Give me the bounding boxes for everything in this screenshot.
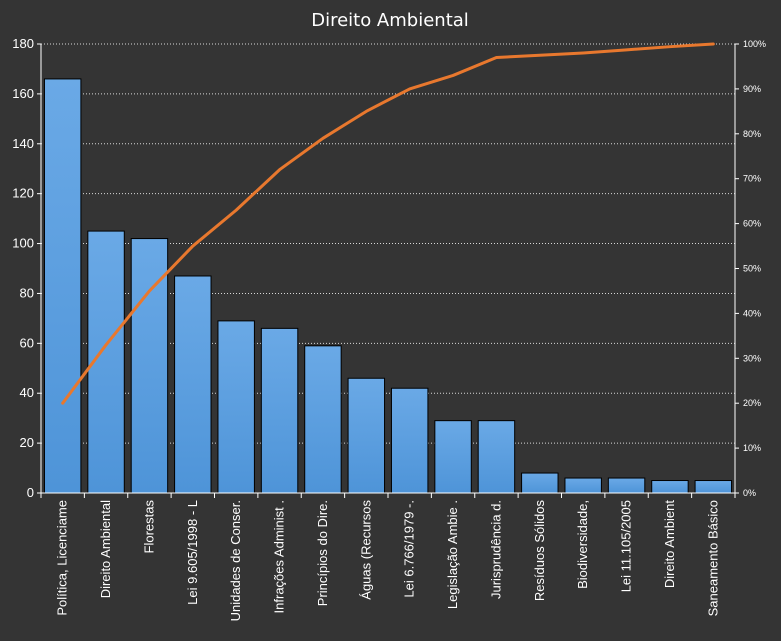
bar-4 (217, 320, 255, 494)
x-tick-label-2: Florestas (141, 500, 156, 554)
x-tick-label-10: Jurisprudência d. (488, 500, 503, 599)
x-tick-label-13: Lei 11.105/2005 (619, 500, 634, 592)
y-tick-label-4: 80 (20, 285, 34, 300)
bar-9 (434, 420, 472, 494)
x-tick-label-14: Direito Ambient (662, 500, 677, 589)
y2-tick-label-5: 50% (743, 264, 761, 274)
y-tick-label-1: 20 (20, 435, 34, 450)
line-point-4 (234, 208, 238, 212)
bar-0 (43, 78, 82, 494)
y-tick-label-8: 160 (12, 86, 34, 101)
chart-title: Direito Ambiental (311, 10, 469, 31)
bar-10 (477, 420, 516, 494)
y-tick-label-0: 0 (27, 485, 34, 500)
bar-6 (304, 345, 342, 494)
line-point-0 (61, 402, 64, 405)
x-tick-label-5: Infrações Administ . (272, 500, 287, 613)
x-tick-label-8: Lei 6.766/1979 -. (402, 500, 417, 598)
bar-12 (564, 477, 602, 494)
bar-14 (651, 480, 689, 494)
y-tick-label-7: 140 (12, 136, 34, 151)
y-tick-label-3: 60 (20, 335, 34, 350)
bar-2 (130, 238, 169, 494)
y-tick-label-9: 180 (12, 36, 34, 51)
line-point-11 (538, 54, 542, 57)
y-tick-label-5: 100 (12, 236, 34, 251)
axis-labels: 0 20 40 60 80 100 120 140 160 180 0% 10% 20% 30% 40% 50… (12, 36, 766, 621)
line-point-6 (321, 137, 325, 140)
cumulative-line-series (61, 42, 715, 405)
x-tick-label-0: Política, Licenciame (55, 500, 70, 616)
x-tick-label-1: Direito Ambiental (98, 500, 113, 598)
x-tick-label-7: Águas (Recursos (358, 500, 373, 600)
y2-tick-label-3: 30% (743, 353, 761, 363)
y-tick-label-2: 40 (20, 385, 34, 400)
y2-tick-label-2: 20% (743, 398, 761, 408)
line-point-14 (668, 45, 672, 48)
cumulative-line (61, 42, 715, 405)
line-point-10 (495, 56, 498, 59)
bar-3 (174, 275, 212, 494)
line-point-2 (148, 289, 151, 293)
x-tick-label-15: Saneamento Básico (705, 500, 720, 616)
bar-13 (607, 477, 646, 494)
y2-tick-label-1: 10% (743, 443, 761, 453)
bar-series (43, 78, 733, 494)
x-tick-label-3: Lei 9.605/1998 - L (185, 500, 200, 605)
y2-tick-label-10: 100% (743, 39, 766, 49)
x-tick-label-12: Biodiversidade, (575, 500, 590, 589)
x-tick-label-4: Unidades de Conser. (228, 500, 243, 621)
y2-tick-label-8: 80% (743, 129, 761, 139)
y2-tick-label-6: 60% (743, 219, 761, 229)
bar-7 (347, 377, 386, 494)
line-point-7 (365, 110, 368, 113)
axes (37, 43, 739, 498)
bar-8 (390, 387, 429, 494)
line-point-3 (191, 244, 195, 248)
x-tick-label-9: Legislação Ambie . (445, 500, 460, 609)
y2-tick-label-4: 40% (743, 308, 761, 318)
line-point-13 (625, 48, 628, 52)
line-point-5 (278, 168, 281, 171)
line-point-15 (712, 42, 715, 46)
y2-tick-label-0: 0% (743, 488, 756, 498)
bar-11 (521, 472, 559, 494)
y2-tick-label-7: 70% (743, 174, 761, 184)
bar-5 (260, 327, 299, 494)
x-tick-label-11: Resíduos Sólidos (532, 500, 547, 602)
x-tick-label-6: Princípios do Dire. (315, 500, 330, 606)
line-point-12 (581, 51, 585, 55)
y2-tick-label-9: 90% (743, 84, 761, 94)
line-point-8 (408, 87, 411, 91)
line-point-1 (104, 343, 108, 347)
y-tick-label-6: 120 (12, 186, 34, 201)
line-point-9 (451, 74, 455, 77)
bar-15 (694, 480, 733, 494)
